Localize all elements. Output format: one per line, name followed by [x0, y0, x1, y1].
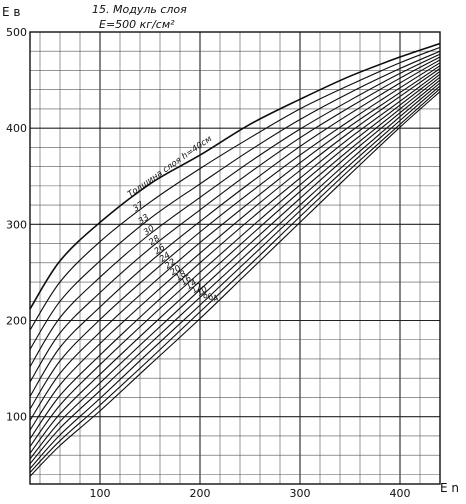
series-line-h18	[29, 70, 441, 440]
series-line-h4	[29, 91, 441, 477]
y-tick-label: 400	[6, 122, 27, 135]
series-line-h22	[29, 65, 441, 421]
series-line-h20	[29, 68, 441, 431]
x-axis-label: E n	[440, 481, 459, 495]
curve-label: 4	[211, 293, 221, 304]
plot-frame	[29, 31, 441, 485]
x-tick-labels: 100 200 300 400	[90, 487, 411, 500]
y-axis-label: E в	[2, 5, 20, 19]
x-tick-label: 100	[90, 487, 111, 499]
x-tick-label: 300	[290, 487, 311, 499]
series-line-h40	[29, 42, 441, 310]
curve-label: 6	[206, 292, 217, 304]
series-line-h33	[29, 50, 441, 350]
y-tick-labels: 100 200 300 400 500	[6, 26, 27, 424]
curve-label: 37	[131, 200, 146, 215]
y-tick-label: 100	[6, 411, 27, 424]
y-tick-label: 500	[6, 26, 27, 39]
series-line-h12	[29, 79, 441, 460]
chart-title: 15. Модуль слоя	[92, 3, 187, 16]
series-line-h10	[29, 82, 441, 465]
grid	[30, 32, 440, 484]
x-tick-label: 200	[190, 487, 211, 499]
y-tick-label: 300	[6, 218, 27, 231]
y-tick-label: 200	[6, 315, 27, 328]
series-lines	[29, 42, 441, 477]
series-line-h37	[29, 46, 441, 331]
x-tick-label: 400	[390, 487, 411, 499]
series-line-h6	[29, 88, 441, 473]
series-line-h24	[29, 62, 441, 410]
series-line-h16	[29, 73, 441, 447]
series-line-h8	[29, 85, 441, 469]
series-line-h30	[29, 53, 441, 367]
curve-label: 8	[200, 290, 211, 302]
series-line-h14	[29, 76, 441, 454]
chart-subtitle: E=500 кг/см²	[99, 18, 175, 31]
series-line-h28	[29, 56, 441, 383]
series-line-h26	[29, 59, 441, 397]
